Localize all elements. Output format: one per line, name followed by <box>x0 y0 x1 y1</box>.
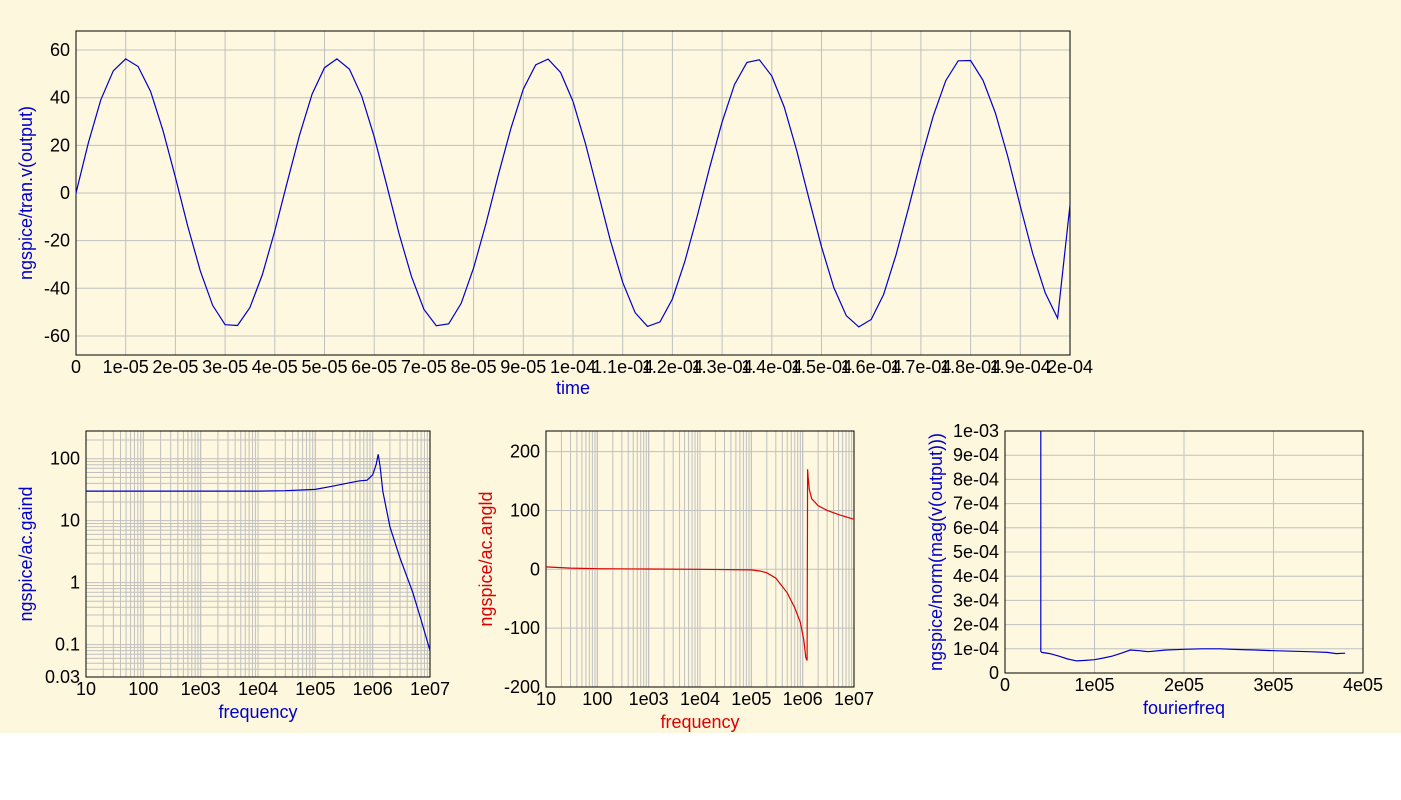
tran-x-tick-label: 1e-05 <box>103 357 149 377</box>
gain-x-tick-label: 1e07 <box>410 679 450 699</box>
gain-y-grid <box>86 439 430 678</box>
tran-x-tick-label: 1.7e-04 <box>890 357 951 377</box>
gain-series-line <box>86 454 431 651</box>
tran-x-tick-label: 1.6e-04 <box>841 357 902 377</box>
gain-x-tick-label: 10 <box>76 679 96 699</box>
tran-x-tick-label: 4e-05 <box>252 357 298 377</box>
fourier-x-tick-label: 1e05 <box>1074 675 1114 695</box>
tran-x-axis-label: time <box>556 378 590 398</box>
tran-y-tick-label: 20 <box>50 135 70 155</box>
phase-x-axis-label: frequency <box>660 712 739 732</box>
tran-y-tick-label: 0 <box>60 183 70 203</box>
phase-x-grid <box>545 431 855 687</box>
fourier-y-axis-label: ngspice/norm(mag(v(output))) <box>926 433 946 671</box>
fourier-y-tick-label: 8e-04 <box>953 469 999 489</box>
fourier-x-tick-label: 2e05 <box>1164 675 1204 695</box>
tran-x-tick-label: 1.2e-04 <box>642 357 703 377</box>
fourier-y-tick-label: 9e-04 <box>953 445 999 465</box>
tran-y-tick-label: 60 <box>50 40 70 60</box>
fourier-y-grid <box>1005 454 1363 650</box>
tran-x-tick-label: 2e-05 <box>152 357 198 377</box>
phase-x-tick-label: 10 <box>536 689 556 709</box>
phase-x-tick-label: 1e07 <box>834 689 874 709</box>
fourier-y-tick-label: 4e-04 <box>953 566 999 586</box>
fourier-y-tick-label: 7e-04 <box>953 494 999 514</box>
tran-y-grid <box>76 49 1070 337</box>
tran-x-tick-label: 5e-05 <box>301 357 347 377</box>
fourier-x-tick-label: 0 <box>1000 675 1010 695</box>
phase-x-tick-label: 1e06 <box>783 689 823 709</box>
phase-y-tick-label: 0 <box>530 559 540 579</box>
gain-y-tick-label: 0.03 <box>45 667 80 687</box>
phase-series-line <box>545 469 855 661</box>
tran-x-tick-label: 1.9e-04 <box>990 357 1051 377</box>
tran-x-tick-label: 1.5e-04 <box>791 357 852 377</box>
tran-x-tick-label: 8e-05 <box>451 357 497 377</box>
gain-x-tick-label: 100 <box>128 679 158 699</box>
phase-x-tick-label: 1e05 <box>731 689 771 709</box>
tran-series-line <box>75 58 1071 328</box>
fourier-x-axis-label: fourierfreq <box>1143 698 1225 718</box>
tran-y-tick-label: -20 <box>44 231 70 251</box>
tran-y-tick-label: 40 <box>50 88 70 108</box>
fourier-x-tick-label: 3e05 <box>1253 675 1293 695</box>
fourier-y-tick-label: 1e-04 <box>953 639 999 659</box>
gain-x-tick-label: 1e03 <box>181 679 221 699</box>
phase-y-tick-label: -200 <box>504 677 540 697</box>
fourier-y-tick-label: 2e-04 <box>953 615 999 635</box>
phase-y-tick-label: 100 <box>510 500 540 520</box>
fourier-y-tick-label: 0 <box>989 663 999 683</box>
phase-x-tick-label: 1e04 <box>680 689 720 709</box>
phase-x-tick-label: 100 <box>582 689 612 709</box>
gain-x-tick-label: 1e05 <box>295 679 335 699</box>
fourier-frame <box>1004 430 1364 674</box>
gain-y-tick-label: 0.1 <box>55 635 80 655</box>
tran-y-axis-label: ngspice/tran.v(output) <box>16 106 36 280</box>
tran-x-tick-label: 6e-05 <box>351 357 397 377</box>
fourier-series-line <box>1040 431 1346 662</box>
tran-x-tick-label: 1.8e-04 <box>940 357 1001 377</box>
tran-y-tick-label: -40 <box>44 278 70 298</box>
fourier-y-tick-label: 5e-04 <box>953 542 999 562</box>
gain-x-axis-label: frequency <box>218 702 297 722</box>
tran-y-tick-label: -60 <box>44 326 70 346</box>
tran-x-tick-label: 9e-05 <box>500 357 546 377</box>
gain-x-tick-label: 1e06 <box>353 679 393 699</box>
tran-x-tick-label: 2e-04 <box>1047 357 1093 377</box>
tran-x-tick-label: 1.1e-04 <box>592 357 653 377</box>
gain-y-axis-label: ngspice/ac.gaind <box>16 486 36 621</box>
gain-x-tick-label: 1e04 <box>238 679 278 699</box>
phase-y-tick-label: 200 <box>510 442 540 462</box>
tran-x-tick-label: 0 <box>71 357 81 377</box>
fourier-y-tick-label: 1e-03 <box>953 421 999 441</box>
gain-y-tick-label: 10 <box>60 511 80 531</box>
tran-x-tick-label: 3e-05 <box>202 357 248 377</box>
phase-y-axis-label: ngspice/ac.angld <box>476 491 496 626</box>
gain-y-tick-label: 100 <box>50 449 80 469</box>
phase-x-tick-label: 1e03 <box>629 689 669 709</box>
gain-y-tick-label: 1 <box>70 573 80 593</box>
fourier-x-tick-label: 4e05 <box>1343 675 1383 695</box>
gain-frame <box>85 430 431 678</box>
tran-x-tick-label: 7e-05 <box>401 357 447 377</box>
phase-frame <box>545 430 855 688</box>
tran-x-tick-label: 1.3e-04 <box>692 357 753 377</box>
tran-x-tick-label: 1.4e-04 <box>741 357 802 377</box>
fourier-y-tick-label: 3e-04 <box>953 590 999 610</box>
fourier-y-tick-label: 6e-04 <box>953 518 999 538</box>
tran-x-tick-label: 1e-04 <box>550 357 596 377</box>
phase-y-tick-label: -100 <box>504 618 540 638</box>
